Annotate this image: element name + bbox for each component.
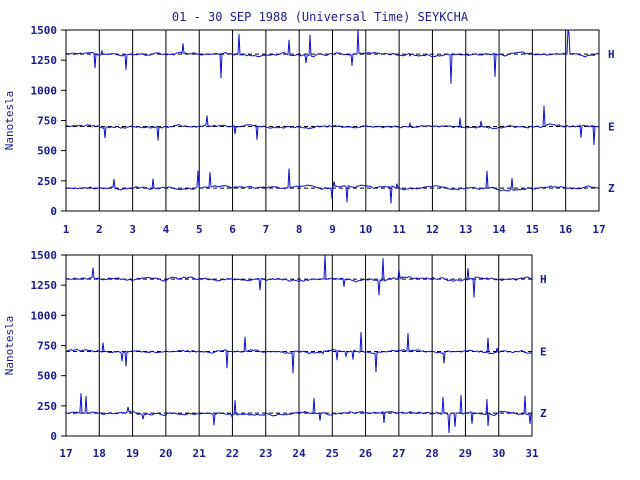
y-tick-label: 1000 (31, 309, 58, 322)
y-tick-label: 1500 (31, 249, 58, 262)
x-tick-label: 24 (292, 447, 306, 460)
x-tick-label: 31 (525, 447, 539, 460)
x-tick-label: 2 (96, 223, 103, 236)
x-tick-label: 21 (193, 447, 207, 460)
y-tick-label: 250 (37, 400, 57, 413)
y-tick-label: 500 (37, 145, 57, 158)
x-tick-label: 13 (459, 223, 472, 236)
y-tick-label: 250 (37, 175, 57, 188)
series-label-H: H (540, 273, 547, 286)
trace-H (65, 254, 533, 298)
x-tick-label: 17 (59, 447, 72, 460)
x-tick-label: 30 (492, 447, 505, 460)
x-tick-label: 18 (93, 447, 106, 460)
x-tick-label: 14 (492, 223, 506, 236)
x-tick-label: 20 (159, 447, 172, 460)
y-tick-label: 1250 (31, 54, 58, 67)
x-tick-label: 6 (229, 223, 236, 236)
x-tick-label: 4 (163, 223, 170, 236)
trace-H (65, 29, 600, 84)
y-axis-label: Nanotesla (3, 91, 16, 151)
series-label-H: H (608, 48, 615, 61)
trace-E (65, 332, 533, 374)
series-label-Z: Z (540, 407, 547, 420)
trace-Z (65, 393, 533, 434)
x-tick-label: 29 (459, 447, 472, 460)
y-tick-label: 500 (37, 370, 57, 383)
chart-panel-2: 17 18 19 20 21 22 23 24 25 26 27 28 29 30 31 0 250 500 750… (3, 249, 547, 460)
series-label-E: E (540, 346, 547, 359)
x-tick-label: 17 (592, 223, 605, 236)
x-tick-label: 19 (126, 447, 139, 460)
y-axis-label: Nanotesla (3, 316, 16, 376)
x-tick-label: 3 (129, 223, 136, 236)
y-tick-label: 750 (37, 115, 57, 128)
x-tick-label: 11 (393, 223, 407, 236)
x-tick-label: 22 (226, 447, 239, 460)
x-tick-label: 9 (329, 223, 336, 236)
x-tick-label: 8 (296, 223, 303, 236)
x-tick-label: 25 (326, 447, 339, 460)
x-tick-label: 16 (559, 223, 573, 236)
x-tick-label: 1 (63, 223, 70, 236)
x-tick-label: 28 (426, 447, 439, 460)
plot-frame (65, 254, 533, 437)
x-tick-label: 5 (196, 223, 203, 236)
trace-Z (65, 168, 600, 204)
x-tick-label: 23 (259, 447, 272, 460)
chart-panel-1: 1 2 3 4 5 6 7 8 9 10 11 12 13 14 15 16 17025050075010001… (3, 24, 615, 236)
y-tick-label: 0 (50, 430, 57, 443)
y-tick-label: 1000 (31, 84, 58, 97)
series-label-E: E (608, 121, 615, 134)
series-label-Z: Z (608, 182, 615, 195)
y-tick-label: 1500 (31, 24, 58, 37)
trace-E (65, 105, 600, 145)
y-tick-label: 1250 (31, 279, 58, 292)
x-tick-label: 7 (263, 223, 270, 236)
x-tick-label: 26 (359, 447, 373, 460)
chart-title: 01 - 30 SEP 1988 (Universal Time) SEYKCH… (172, 10, 469, 24)
y-tick-label: 750 (37, 340, 57, 353)
y-tick-label: 0 (50, 205, 57, 218)
plot-frame (65, 29, 600, 212)
x-tick-label: 10 (359, 223, 372, 236)
x-tick-label: 15 (526, 223, 539, 236)
x-tick-label: 27 (392, 447, 405, 460)
x-tick-label: 12 (426, 223, 439, 236)
